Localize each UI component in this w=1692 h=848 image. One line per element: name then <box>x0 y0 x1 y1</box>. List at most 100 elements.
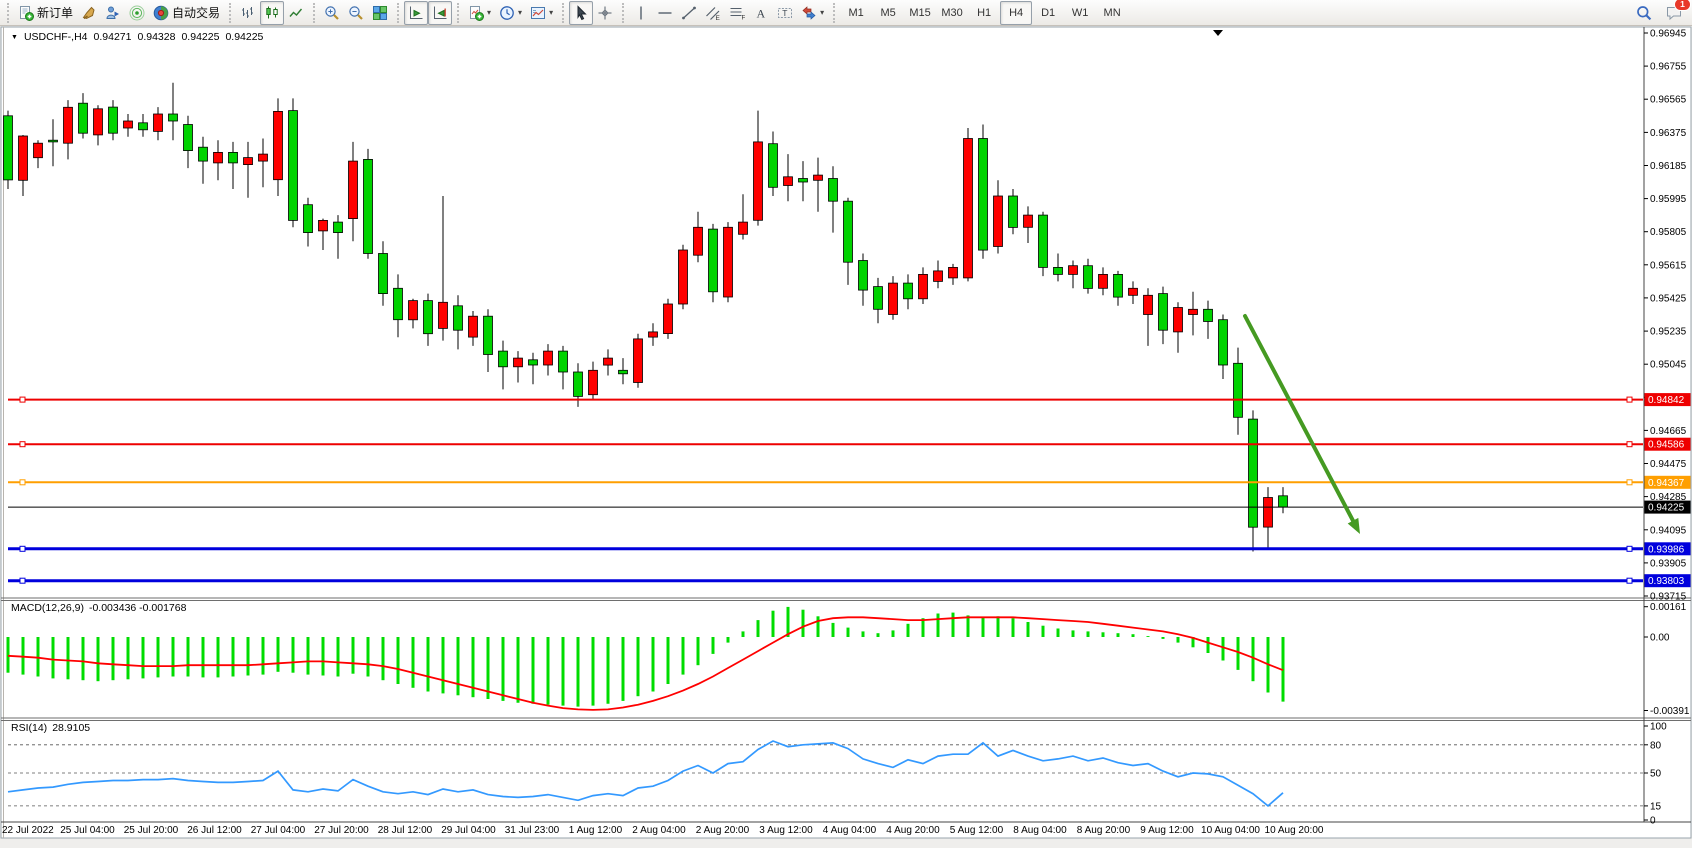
periods-button[interactable] <box>495 1 526 25</box>
text-label-button[interactable]: T <box>773 1 797 25</box>
vertical-line-icon <box>633 5 649 21</box>
timeframe-h4-button[interactable]: H4 <box>1000 0 1033 25</box>
candle-body <box>738 221 748 235</box>
chat-button[interactable]: 1 <box>1662 0 1691 25</box>
candle-body <box>1263 497 1273 528</box>
candles-layer <box>3 82 1288 552</box>
timeframe-m5-button[interactable]: M5 <box>880 6 896 19</box>
macd-pane: 0.00161 0.00 -0.00391 <box>6 602 1690 717</box>
arrows-button[interactable] <box>797 1 828 25</box>
chart-shift-marker-icon[interactable] <box>1213 30 1223 36</box>
bar-chart-button[interactable] <box>236 1 260 25</box>
indicators-button[interactable] <box>464 1 495 25</box>
equidistant-channel-icon: E <box>705 5 721 22</box>
candle-body <box>18 135 28 181</box>
candle-body <box>273 111 283 181</box>
line-handle[interactable] <box>1626 396 1633 403</box>
macd-tick-label: 0.00 <box>1650 633 1670 644</box>
timeframe-m1-button[interactable]: M1 <box>848 6 864 19</box>
signal-button[interactable] <box>125 1 149 25</box>
timeframe-d1-button[interactable]: D1 <box>1041 6 1056 19</box>
candle-body <box>918 273 928 300</box>
trend-line-button[interactable] <box>677 1 701 25</box>
price-tick-label: 0.95045 <box>1650 360 1687 371</box>
time-tick-label: 10 Aug 04:00 <box>1201 825 1260 836</box>
text-icon: A <box>753 5 769 21</box>
equidistant-channel-button[interactable]: E <box>701 1 725 25</box>
time-tick-label: 8 Aug 20:00 <box>1077 825 1131 836</box>
horn-button[interactable] <box>77 1 101 25</box>
candle-body <box>648 331 658 338</box>
timeframe-m30-button[interactable]: M30 <box>941 6 963 19</box>
candle-body <box>153 113 163 132</box>
line-handle[interactable] <box>19 479 26 486</box>
price-tick-label: 0.95805 <box>1650 227 1687 238</box>
price-tick-label: 0.96375 <box>1650 128 1687 139</box>
price-tick-label: 0.96755 <box>1650 62 1687 73</box>
timeframe-h1-button[interactable]: H1 <box>977 6 992 19</box>
candle-body <box>723 226 733 298</box>
line-handle[interactable] <box>1626 479 1633 486</box>
candle-body <box>48 139 58 143</box>
candle-body <box>588 369 598 396</box>
tile-windows-button[interactable] <box>368 1 392 25</box>
text-button[interactable]: A <box>749 1 773 25</box>
candle-body <box>228 151 238 164</box>
line-chart-button[interactable] <box>284 1 308 25</box>
line-handle[interactable] <box>1626 577 1633 584</box>
vertical-line-button[interactable] <box>629 1 653 25</box>
trend-arrow[interactable] <box>1243 314 1360 534</box>
line-handle[interactable] <box>19 545 26 552</box>
candle-body <box>513 357 523 368</box>
horizontal-line-button[interactable] <box>653 1 677 25</box>
toolbar-grip <box>7 2 9 23</box>
rsi-value: 28.9105 <box>52 722 91 734</box>
candle-body <box>423 300 433 335</box>
ohlc-low: 0.94225 <box>181 31 220 43</box>
candle-body <box>1278 495 1288 508</box>
timeframe-mn-button[interactable]: MN <box>1103 6 1121 19</box>
line-handle[interactable] <box>19 441 26 448</box>
crosshair-button[interactable] <box>593 1 617 25</box>
time-tick-label: 25 Jul 20:00 <box>124 825 179 836</box>
svg-text:E: E <box>716 15 721 21</box>
svg-text:A: A <box>757 6 766 20</box>
autotrade-button[interactable]: 自动交易 <box>149 1 224 25</box>
price-tick-label: 0.94475 <box>1650 459 1687 470</box>
time-tick-label: 9 Aug 12:00 <box>1140 825 1194 836</box>
line-handle[interactable] <box>1626 441 1633 448</box>
publish-button[interactable] <box>101 1 125 25</box>
rsi-line <box>7 740 1284 808</box>
horizontal-line-icon <box>657 5 673 21</box>
candle-body <box>213 151 223 164</box>
chart-shift-button[interactable] <box>428 0 453 25</box>
price-badge-label: 0.94842 <box>1648 395 1685 406</box>
zoom-in-button[interactable] <box>320 1 344 25</box>
candle-body <box>348 160 358 220</box>
dropdown-caret-icon <box>518 9 522 17</box>
new-order-button[interactable]: 新订单 <box>14 1 77 25</box>
timeframe-m15-button[interactable]: M15 <box>909 6 931 19</box>
line-handle[interactable] <box>19 396 26 403</box>
time-tick-label: 25 Jul 04:00 <box>60 825 115 836</box>
candle-body <box>183 124 193 152</box>
toolbar-grip <box>833 2 836 23</box>
button-label: 自动交易 <box>172 6 221 20</box>
candlestick-button[interactable] <box>260 0 285 25</box>
line-handle[interactable] <box>19 577 26 584</box>
symbol-dropdown-icon[interactable] <box>11 34 18 41</box>
timeframe-w1-button[interactable]: W1 <box>1071 6 1089 19</box>
candle-body <box>108 106 118 134</box>
candle-body <box>198 146 208 162</box>
fibonacci-button[interactable]: F <box>725 1 749 25</box>
time-tick-label: 2 Aug 04:00 <box>632 825 686 836</box>
candle-body <box>33 142 43 159</box>
auto-scroll-button[interactable] <box>404 0 429 25</box>
line-handle[interactable] <box>1626 545 1633 552</box>
zoom-out-button[interactable] <box>344 1 368 25</box>
search-button[interactable] <box>1632 1 1656 25</box>
periods-icon <box>499 5 515 21</box>
templates-button[interactable] <box>526 1 557 25</box>
candle-body <box>1083 265 1093 289</box>
cursor-button[interactable] <box>569 0 594 25</box>
